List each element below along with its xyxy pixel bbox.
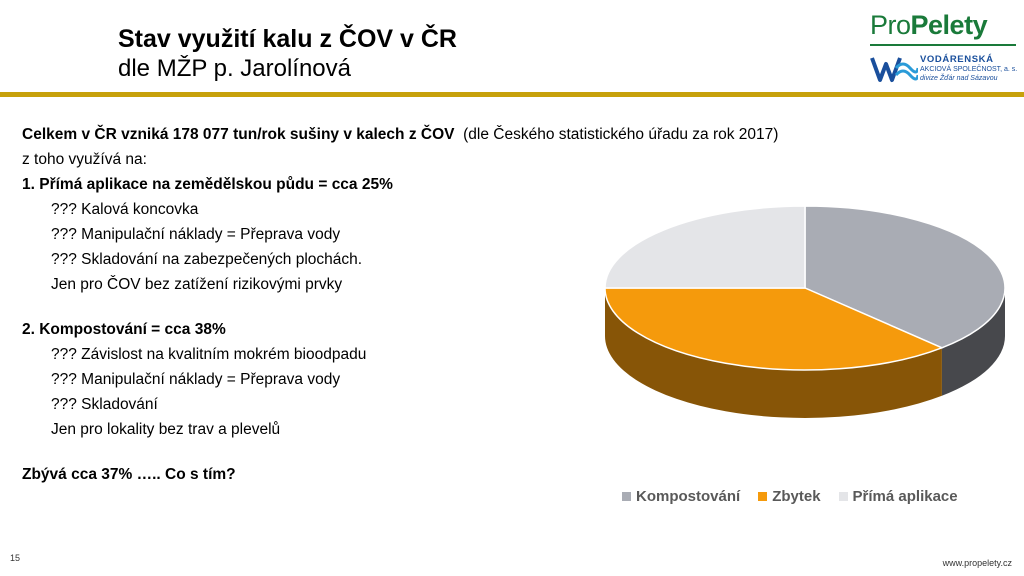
- propelety-logo: ProPelety: [870, 8, 988, 42]
- legend-swatch: [622, 491, 631, 501]
- logo-area: ProPelety VODÁRENSKÁ AKCIOVÁ SPOLEČNOST,…: [870, 8, 1020, 88]
- uses-line: z toho využívá na:: [22, 151, 147, 168]
- legend-label: Kompostování: [636, 487, 741, 505]
- pie-slice-zbytek-side: [605, 288, 942, 418]
- logo-underline: [870, 44, 1016, 46]
- item2-point: ??? Manipulační náklady = Přeprava vody: [51, 371, 341, 388]
- item1-point: ??? Skladování na zabezpečených plochách…: [51, 251, 363, 268]
- item1-point: ??? Manipulační náklady = Přeprava vody: [51, 226, 341, 243]
- item2-point: ??? Závislost na kvalitním mokrém bioodp…: [51, 346, 367, 363]
- legend-item-kompostovani: Kompostování: [622, 488, 740, 505]
- logo-pro-text: Pro: [870, 10, 911, 40]
- legend-item-prima-aplikace: Přímá aplikace: [838, 487, 958, 505]
- pie-tops: [604, 205, 1006, 371]
- company-subtitle: AKCIOVÁ SPOLEČNOST, a. s.: [920, 66, 1018, 73]
- footer-url: www.propelety.cz: [942, 558, 1012, 568]
- item2-heading: 2. Kompostování = cca 38%: [22, 321, 226, 338]
- legend-label: Zbytek: [772, 487, 821, 505]
- pie-slice-zbytek: [604, 287, 944, 371]
- item1-point: ??? Kalová koncovka: [51, 201, 199, 218]
- item2-point: Jen pro lokality bez trav a plevelů: [51, 421, 281, 438]
- slide-title: Stav využití kalu z ČOV v ČR: [118, 25, 457, 53]
- legend-label: Přímá aplikace: [852, 487, 958, 505]
- remaining-line: Zbývá cca 37% ….. Co s tím?: [22, 466, 236, 483]
- chart-legend: Kompostování Zbytek Přímá aplikace: [622, 486, 1022, 506]
- legend-swatch: [758, 491, 768, 501]
- item1-heading: 1. Přímá aplikace na zemědělskou půdu = …: [22, 176, 393, 193]
- logo-pelety-text: Pelety: [910, 10, 988, 40]
- legend-item-zbytek: Zbytek: [758, 487, 821, 505]
- intro-line: Celkem v ČR vzniká 178 077 tun/rok sušin…: [22, 122, 902, 147]
- item1-point: Jen pro ČOV bez zatížení rizikovými prvk…: [51, 276, 343, 293]
- header-divider: [0, 92, 1024, 97]
- pie-slice-kompostovani-side: [941, 288, 1005, 396]
- water-wave-logo-icon: [870, 57, 918, 82]
- intro-note: (dle Českého statistického úřadu za rok …: [463, 126, 779, 143]
- slide-body: Celkem v ČR vzniká 178 077 tun/rok sušin…: [22, 122, 902, 487]
- company-name: VODÁRENSKÁ: [920, 54, 994, 65]
- pie-slice-prima-aplikace: [604, 205, 806, 289]
- title-block: Stav využití kalu z ČOV v ČR dle MŽP p. …: [118, 24, 457, 84]
- slide-subtitle: dle MŽP p. Jarolínová: [118, 55, 352, 82]
- legend-swatch: [838, 491, 848, 501]
- company-division: divize Žďár nad Sázavou: [920, 75, 998, 82]
- item2-point: ??? Skladování: [51, 396, 158, 413]
- pie-slice-kompostovani: [804, 205, 1006, 349]
- page-number: 15: [10, 553, 21, 563]
- intro-bold: Celkem v ČR vzniká 178 077 tun/rok sušin…: [22, 126, 455, 143]
- company-text: VODÁRENSKÁ AKCIOVÁ SPOLEČNOST, a. s. div…: [920, 54, 1020, 83]
- pie-chart: [604, 205, 1006, 418]
- pie-sides: [605, 288, 1005, 418]
